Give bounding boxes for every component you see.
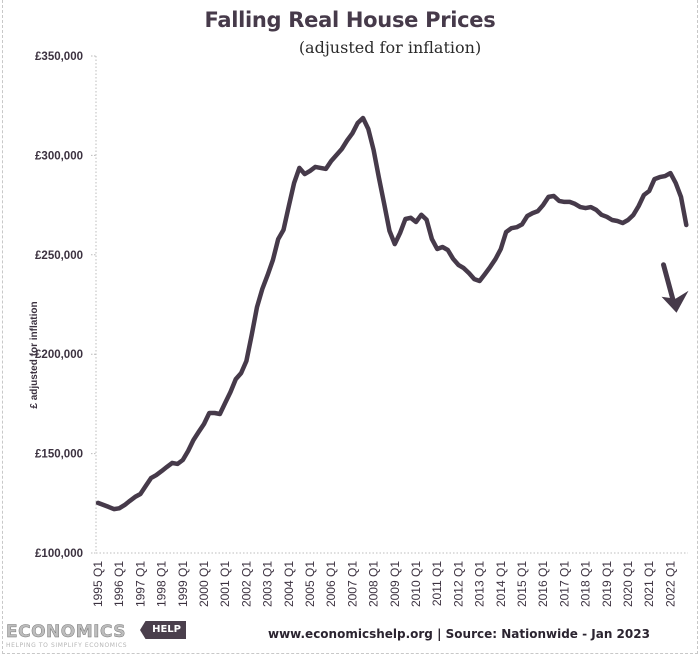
- x-tick-label: 2017 Q1: [557, 561, 571, 607]
- y-tick-label: £300,000: [35, 150, 83, 162]
- x-tick-label: 2006 Q1: [324, 561, 338, 607]
- y-tick-label: £150,000: [35, 449, 83, 461]
- y-tick-label: £350,000: [35, 51, 83, 63]
- logo-help-tag: HELP: [140, 621, 186, 639]
- x-tick-label: 2015 Q1: [515, 561, 529, 607]
- axes: [95, 56, 688, 554]
- y-tick-label: £100,000: [35, 548, 83, 560]
- x-tick-label: 2022 Q1: [663, 561, 677, 607]
- x-tick-label: 2000 Q1: [197, 561, 211, 607]
- y-axis-ticks: £100,000 £150,000 £200,000 £250,000 £300,000…: [35, 51, 96, 560]
- x-tick-label: 2005 Q1: [303, 561, 317, 607]
- y-tick-label: £200,000: [35, 349, 83, 361]
- source-note: www.economicshelp.org | Source: Nationwi…: [268, 627, 650, 641]
- y-tick-label: £250,000: [35, 250, 83, 262]
- x-tick-label: 2002 Q1: [239, 561, 253, 607]
- x-tick-label: 1997 Q1: [133, 561, 147, 607]
- x-tick-label: 2018 Q1: [579, 561, 593, 607]
- x-tick-label: 1996 Q1: [112, 561, 126, 607]
- x-tick-label: 2012 Q1: [451, 561, 465, 607]
- x-tick-label: 2010 Q1: [409, 561, 423, 607]
- x-tick-label: 2003 Q1: [261, 561, 275, 607]
- trend-arrow-shaft: [661, 262, 677, 305]
- x-tick-label: 2020 Q1: [621, 561, 635, 607]
- x-tick-label: 2021 Q1: [642, 561, 656, 607]
- chart-subtitle: (adjusted for inflation): [298, 38, 482, 57]
- x-tick-label: 2004 Q1: [282, 561, 296, 607]
- x-tick-label: 2013 Q1: [473, 561, 487, 607]
- x-axis-ticks: 1995 Q1 1996 Q1 1997 Q1 1998 Q1 1999 Q1 2000 …: [91, 561, 677, 607]
- trend-arrow-head: [661, 290, 689, 313]
- series-group: [95, 115, 689, 512]
- logo-tagline: HELPING TO SIMPLIFY ECONOMICS: [6, 642, 128, 649]
- x-tick-label: 1998 Q1: [155, 561, 169, 607]
- x-tick-label: 2001 Q1: [218, 561, 232, 607]
- x-tick-label: 1995 Q1: [91, 561, 105, 607]
- x-tick-label: 2007 Q1: [345, 561, 359, 607]
- x-tick-label: 2011 Q1: [430, 561, 444, 606]
- chart-title: Falling Real House Prices: [204, 8, 496, 32]
- x-tick-label: 2008 Q1: [367, 561, 381, 607]
- y-axis-label: £ adjusted for inflation: [29, 301, 40, 408]
- x-tick-label: 2009 Q1: [388, 561, 402, 607]
- x-tick-label: 1999 Q1: [176, 561, 190, 607]
- x-tick-label: 2016 Q1: [536, 561, 550, 607]
- economics-help-logo: ECONOMICS: [6, 622, 126, 643]
- series-line-real-house-price: [95, 115, 689, 512]
- annotations: [661, 262, 689, 313]
- x-tick-label: 2019 Q1: [600, 561, 614, 607]
- x-tick-label: 2014 Q1: [494, 561, 508, 607]
